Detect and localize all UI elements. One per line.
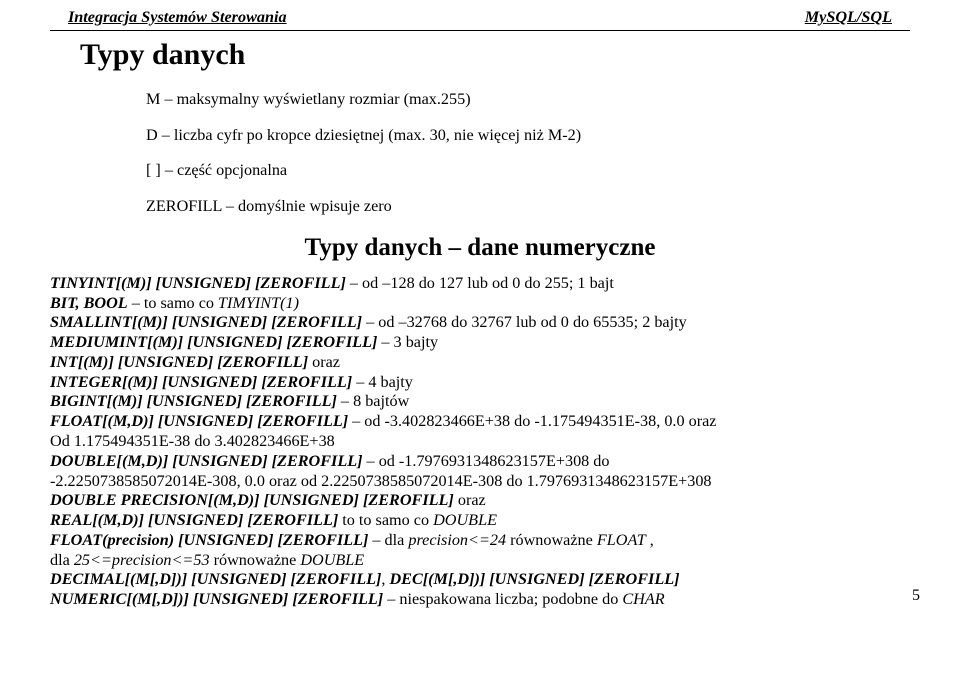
- type-name: BIGINT[(M)] [UNSIGNED] [ZEROFILL]: [50, 392, 337, 410]
- type-list: TINYINT[(M)] [UNSIGNED] [ZEROFILL] – od …: [50, 274, 910, 610]
- type-name: TINYINT[(M)] [UNSIGNED] [ZEROFILL]: [50, 274, 346, 292]
- type-line: TINYINT[(M)] [UNSIGNED] [ZEROFILL] – od …: [50, 274, 910, 294]
- type-desc: oraz: [454, 491, 486, 509]
- type-ref: CHAR: [622, 590, 664, 608]
- document-page: Integracja Systemów Sterowania MySQL/SQL…: [0, 0, 960, 610]
- type-name: DECIMAL[(M[,D])] [UNSIGNED] [ZEROFILL]: [50, 570, 381, 588]
- type-desc: równoważne: [210, 551, 301, 569]
- type-line: FLOAT[(M,D)] [UNSIGNED] [ZEROFILL] – od …: [50, 412, 910, 432]
- type-ref: DOUBLE: [300, 551, 364, 569]
- type-line-indent: dla 25<=precision<=53 równoważne DOUBLE: [50, 551, 910, 571]
- intro-line: [ ] – część opcjonalna: [146, 161, 910, 181]
- page-title: Typy danych: [80, 37, 910, 74]
- type-desc: – od -3.402823466E+38 do -1.175494351E-3…: [348, 412, 716, 430]
- type-desc: oraz: [308, 353, 340, 371]
- type-line: DOUBLE PRECISION[(M,D)] [UNSIGNED] [ZERO…: [50, 491, 910, 511]
- type-desc: – dla: [368, 531, 408, 549]
- type-line: FLOAT(precision) [UNSIGNED] [ZEROFILL] –…: [50, 531, 910, 551]
- type-desc: – od –32768 do 32767 lub od 0 do 65535; …: [362, 313, 687, 331]
- type-line: INTEGER[(M)] [UNSIGNED] [ZEROFILL] – 4 b…: [50, 373, 910, 393]
- type-line: REAL[(M,D)] [UNSIGNED] [ZEROFILL] to to …: [50, 511, 910, 531]
- section-heading: Typy danych – dane numeryczne: [50, 233, 910, 264]
- type-line-indent: -2.2250738585072014E-308, 0.0 oraz od 2.…: [50, 472, 910, 492]
- intro-line: M – maksymalny wyświetlany rozmiar (max.…: [146, 90, 910, 110]
- type-name: REAL[(M,D)] [UNSIGNED] [ZEROFILL]: [50, 511, 338, 529]
- type-name: FLOAT(precision) [UNSIGNED] [ZEROFILL]: [50, 531, 368, 549]
- type-desc: dla: [50, 551, 74, 569]
- type-desc: – 8 bajtów: [337, 392, 409, 410]
- type-desc: – niespakowana liczba; podobne do: [383, 590, 622, 608]
- type-desc: ,: [646, 531, 654, 549]
- type-name: BIT, BOOL: [50, 294, 128, 312]
- intro-line: ZEROFILL – domyślnie wpisuje zero: [146, 197, 910, 217]
- type-name: MEDIUMINT[(M)] [UNSIGNED] [ZEROFILL]: [50, 333, 377, 351]
- page-number: 5: [912, 586, 920, 606]
- intro-line: D – liczba cyfr po kropce dziesiętnej (m…: [146, 126, 910, 146]
- type-line: BIT, BOOL – to samo co TIMYINT(1): [50, 294, 910, 314]
- type-ref: DOUBLE: [433, 511, 497, 529]
- type-line: MEDIUMINT[(M)] [UNSIGNED] [ZEROFILL] – 3…: [50, 333, 910, 353]
- type-name: INT[(M)] [UNSIGNED] [ZEROFILL]: [50, 353, 308, 371]
- type-line: DECIMAL[(M[,D])] [UNSIGNED] [ZEROFILL], …: [50, 570, 910, 590]
- type-desc: to to samo co: [338, 511, 433, 529]
- type-line: INT[(M)] [UNSIGNED] [ZEROFILL] oraz: [50, 353, 910, 373]
- type-name: DEC[(M[,D])] [UNSIGNED] [ZEROFILL]: [389, 570, 679, 588]
- type-ref: 25<=precision<=53: [74, 551, 210, 569]
- type-desc: – od –128 do 127 lub od 0 do 255; 1 bajt: [346, 274, 614, 292]
- header-rule: [50, 30, 910, 31]
- type-desc: równoważne: [506, 531, 597, 549]
- type-line: NUMERIC[(M[,D])] [UNSIGNED] [ZEROFILL] –…: [50, 590, 910, 610]
- type-desc: – 4 bajty: [352, 373, 413, 391]
- page-header: Integracja Systemów Sterowania MySQL/SQL: [50, 8, 910, 30]
- type-line: SMALLINT[(M)] [UNSIGNED] [ZEROFILL] – od…: [50, 313, 910, 333]
- type-desc: – 3 bajty: [377, 333, 438, 351]
- type-name: SMALLINT[(M)] [UNSIGNED] [ZEROFILL]: [50, 313, 362, 331]
- type-name: DOUBLE[(M,D)] [UNSIGNED] [ZEROFILL]: [50, 452, 363, 470]
- type-name: NUMERIC[(M[,D])] [UNSIGNED] [ZEROFILL]: [50, 590, 383, 608]
- type-ref: FLOAT: [597, 531, 646, 549]
- type-name: INTEGER[(M)] [UNSIGNED] [ZEROFILL]: [50, 373, 352, 391]
- type-desc: – od -1.7976931348623157E+308 do: [363, 452, 610, 470]
- type-name: FLOAT[(M,D)] [UNSIGNED] [ZEROFILL]: [50, 412, 348, 430]
- type-ref: precision<=24: [408, 531, 506, 549]
- type-line-indent: Od 1.175494351E-38 do 3.402823466E+38: [50, 432, 910, 452]
- intro-block: M – maksymalny wyświetlany rozmiar (max.…: [146, 90, 910, 218]
- type-line: DOUBLE[(M,D)] [UNSIGNED] [ZEROFILL] – od…: [50, 452, 910, 472]
- type-name: DOUBLE PRECISION[(M,D)] [UNSIGNED] [ZERO…: [50, 491, 454, 509]
- type-ref: TIMYINT(1): [218, 294, 299, 312]
- type-line: BIGINT[(M)] [UNSIGNED] [ZEROFILL] – 8 ba…: [50, 392, 910, 412]
- type-desc: – to samo co: [128, 294, 218, 312]
- header-right: MySQL/SQL: [805, 8, 892, 28]
- header-left: Integracja Systemów Sterowania: [68, 8, 287, 28]
